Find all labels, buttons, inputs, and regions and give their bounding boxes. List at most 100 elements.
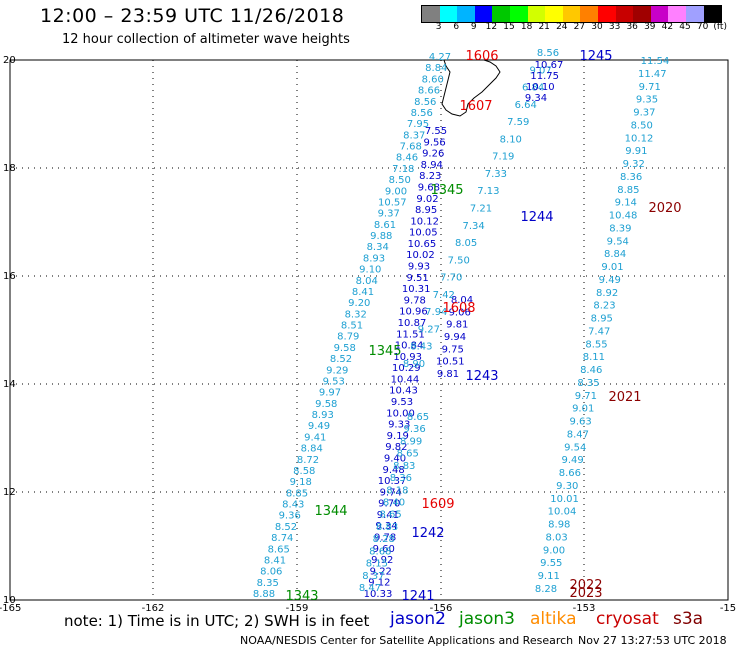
wave-height-value: 8.66 <box>559 468 581 479</box>
wave-height-value: 8.52 <box>330 354 352 365</box>
pass-label: 1608 <box>442 301 475 316</box>
legend-swatch <box>527 6 546 22</box>
wave-height-value: 8.65 <box>268 544 290 555</box>
wave-height-value: 9.70 <box>378 499 400 510</box>
wave-height-value: 8.23 <box>419 171 441 182</box>
wave-height-value: 8.92 <box>596 288 618 299</box>
wave-height-value: 7.47 <box>588 326 610 337</box>
wave-height-value: 9.49 <box>561 455 583 466</box>
x-tick-label: -162 <box>142 603 165 614</box>
wave-height-value: 8.56 <box>414 97 436 108</box>
wave-height-value: 4.27 <box>429 52 451 63</box>
wave-height-value: 8.50 <box>389 175 411 186</box>
wave-height-value: 8.46 <box>396 153 418 164</box>
pass-label: 1607 <box>459 99 492 114</box>
hawaii-island-coastline <box>441 59 501 117</box>
wave-height-value: 9.81 <box>437 369 459 380</box>
legend-label: 3 <box>435 22 442 32</box>
wave-height-value: 7.18 <box>392 164 414 175</box>
pass-label: 1243 <box>465 369 498 384</box>
wave-height-value: 8.60 <box>422 74 444 85</box>
wave-height-value: 9.01 <box>572 404 594 415</box>
wave-height-value: 9.27 <box>418 324 440 335</box>
legend-label: 27 <box>573 22 586 32</box>
wave-height-value: 10.51 <box>436 357 465 368</box>
wave-height-value: 9.92 <box>371 555 393 566</box>
wave-height-value: 7.33 <box>485 169 507 180</box>
legend-label: 39 <box>644 22 656 32</box>
wave-height-value: 8.37 <box>403 130 425 141</box>
wave-height-value: 9.12 <box>368 578 390 589</box>
wave-height-value: 6.64 <box>515 100 537 111</box>
wave-height-value: 8.65 <box>379 510 401 521</box>
wave-height-value: 7.34 <box>462 221 484 232</box>
wave-height-value: 8.84 <box>425 63 447 74</box>
y-tick-label: 14 <box>3 379 16 390</box>
wave-height-value: 8.47 <box>359 583 381 594</box>
wave-height-value: 7.55 <box>425 126 447 137</box>
wave-height-value: 9.41 <box>377 510 399 521</box>
wave-height-value: 9.53 <box>323 376 345 387</box>
wave-height-value: 8.36 <box>390 473 412 484</box>
map-grid <box>10 60 728 600</box>
wave-height-value: 8.58 <box>293 466 315 477</box>
wave-height-value: 8.18 <box>386 485 408 496</box>
pass-label: 1345 <box>368 344 401 359</box>
wave-height-value: 10.43 <box>389 386 418 397</box>
legend-swatch <box>422 6 440 22</box>
legend-label: 21 <box>538 22 550 32</box>
y-tick-label: 20 <box>3 55 16 66</box>
wave-height-value: 7.42 <box>433 290 455 301</box>
wave-height-value: 8.41 <box>352 287 374 298</box>
wave-height-value: 9.34 <box>375 521 397 532</box>
wave-height-value: 10.10 <box>526 82 555 93</box>
wave-height-value: 9.20 <box>348 298 370 309</box>
legend-swatch <box>457 6 475 22</box>
footnote: note: 1) Time is in UTC; 2) SWH is in fe… <box>64 612 370 630</box>
wave-height-value: 9.07 <box>529 65 551 76</box>
wave-height-value: 9.71 <box>639 82 661 93</box>
wave-height-value: 8.34 <box>367 242 389 253</box>
wave-height-value: 9.82 <box>385 442 407 453</box>
pass-label: 1241 <box>401 589 434 604</box>
wave-height-value: 8.95 <box>591 314 613 325</box>
x-tick-label: -153 <box>573 603 596 614</box>
legend-swatch <box>597 6 616 22</box>
wave-height-value: 10.48 <box>609 211 638 222</box>
wave-height-value: 9.56 <box>423 137 445 148</box>
y-tick-label: 16 <box>3 271 16 282</box>
y-tick-label: 12 <box>3 487 16 498</box>
wave-height-value: 8.32 <box>345 309 367 320</box>
wave-height-value: 9.40 <box>384 454 406 465</box>
wave-height-value: 8.15 <box>366 559 388 570</box>
x-tick-label: -165 <box>0 603 21 614</box>
wave-height-value: 9.60 <box>373 544 395 555</box>
wave-height-value: 8.06 <box>260 567 282 578</box>
wave-height-value: 10.44 <box>391 374 420 385</box>
wave-height-value: 8.47 <box>567 430 589 441</box>
wave-height-value: 7.13 <box>477 186 499 197</box>
wave-height-value: 8.11 <box>583 352 605 363</box>
x-tick-label: -156 <box>430 603 453 614</box>
wave-height-value: 8.84 <box>604 249 626 260</box>
wave-height-value: 8.04 <box>356 276 378 287</box>
wave-height-value: 9.06 <box>449 307 471 318</box>
wave-height-value: 8.93 <box>363 253 385 264</box>
wave-height-value: 11.75 <box>530 71 559 82</box>
wave-height-value: 9.53 <box>391 397 413 408</box>
wave-height-value: 10.93 <box>393 352 422 363</box>
satellite-legend-altika: altika <box>530 609 577 629</box>
wave-height-value: 9.51 <box>406 273 428 284</box>
pass-label: 1606 <box>465 49 498 64</box>
wave-height-value: 9.55 <box>540 558 562 569</box>
legend-label: 70 <box>696 22 709 32</box>
legend-label: 24 <box>556 22 568 32</box>
wave-height-value: 9.91 <box>625 146 647 157</box>
legend-swatch <box>580 6 598 22</box>
wave-height-value: 7.21 <box>470 204 492 215</box>
legend-swatch <box>439 6 458 22</box>
y-tick-label: 10 <box>3 595 16 606</box>
map-tick-labels: -165 -162 -159 -156 -153 -15 20 18 16 14 12 10 <box>0 55 736 614</box>
x-tick-label: -159 <box>286 603 309 614</box>
